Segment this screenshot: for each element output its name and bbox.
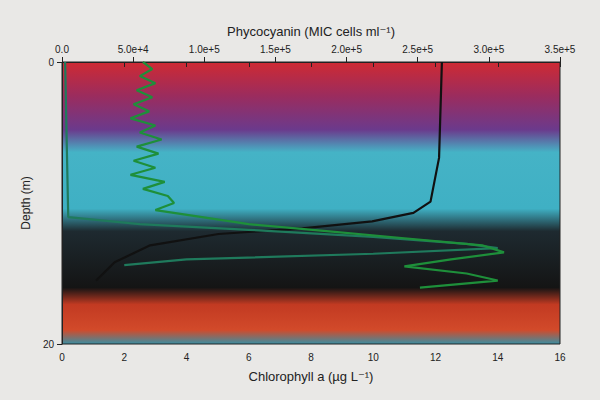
svg-text:2.0e+5: 2.0e+5 [331,44,362,55]
svg-text:10: 10 [368,352,380,363]
svg-text:0: 0 [59,352,65,363]
svg-text:6: 6 [246,352,252,363]
svg-text:20: 20 [43,339,55,350]
svg-text:4: 4 [184,352,190,363]
svg-text:3.0e+5: 3.0e+5 [473,44,504,55]
svg-text:1.5e+5: 1.5e+5 [260,44,291,55]
svg-text:0.0: 0.0 [55,44,69,55]
svg-text:16: 16 [554,352,566,363]
svg-text:1.0e+5: 1.0e+5 [189,44,220,55]
svg-text:Phycocyanin (MIC cells ml⁻¹): Phycocyanin (MIC cells ml⁻¹) [227,24,395,39]
svg-text:Depth (m): Depth (m) [19,176,33,229]
svg-text:12: 12 [430,352,442,363]
svg-text:5.0e+4: 5.0e+4 [118,44,149,55]
svg-text:Chlorophyll a (µg L⁻¹): Chlorophyll a (µg L⁻¹) [249,369,374,384]
svg-text:14: 14 [492,352,504,363]
svg-text:2: 2 [121,352,127,363]
svg-text:8: 8 [308,352,314,363]
svg-text:2.5e+5: 2.5e+5 [402,44,433,55]
svg-text:3.5e+5: 3.5e+5 [545,44,576,55]
svg-text:0: 0 [48,57,54,68]
